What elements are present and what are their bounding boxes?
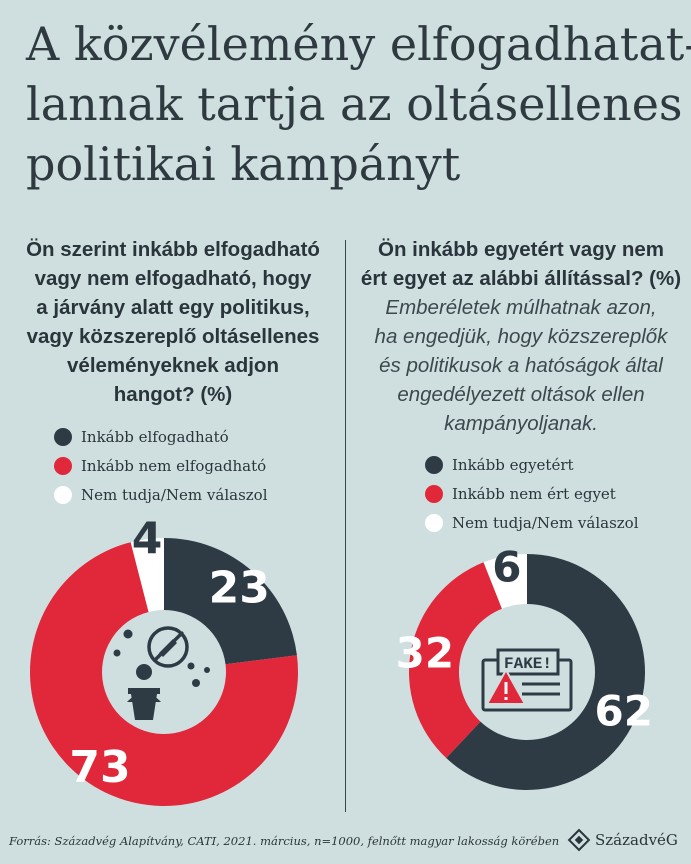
brand-logo: SzázadvéG <box>567 828 678 852</box>
legend-label: Inkább elfogadható <box>81 427 229 446</box>
data-label: 23 <box>209 562 270 613</box>
source-note: Forrás: Századvég Alapítvány, CATI, 2021… <box>9 834 559 848</box>
logo-icon <box>567 828 591 852</box>
question-line: Ön szerint inkább elfogadható <box>26 238 320 261</box>
statement-line: Emberéletek múlhatnak azon, <box>385 296 657 319</box>
legend-label: Inkább nem ért egyet <box>452 484 616 503</box>
legend-label: Inkább nem elfogadható <box>81 456 267 475</box>
question-line: véleményeknek adjon <box>67 354 279 377</box>
donut-slice <box>164 538 297 665</box>
data-label: 62 <box>594 686 652 735</box>
page-title: A közvélemény elfogadhatat- lannak tartj… <box>26 14 691 194</box>
legend-swatch <box>425 455 443 474</box>
statement-line: kampányoljanak. <box>444 412 598 435</box>
donut-slice <box>130 538 164 612</box>
statement-line: engedélyezett oltások ellen <box>397 383 645 406</box>
right-question: Ön inkább egyetért vagy nem ért egyet az… <box>352 235 690 438</box>
legend-swatch <box>425 484 443 503</box>
data-label: 6 <box>492 543 521 592</box>
title-line: lannak tartja az oltásellenes <box>26 77 683 131</box>
data-label: 73 <box>69 742 130 793</box>
legend-swatch <box>54 427 72 446</box>
statement-line: és politikusok a hatóságok által <box>379 354 663 377</box>
left-question: Ön szerint inkább elfogadható vagy nem e… <box>8 235 338 409</box>
question-line: vagy nem elfogadható, hogy <box>34 267 312 290</box>
donut-chart-2: 62 32 6 <box>396 543 653 790</box>
right-legend: Inkább egyetért Inkább nem ért egyet Nem… <box>425 450 639 537</box>
legend-item: Inkább egyetért <box>425 450 639 479</box>
legend-swatch <box>54 456 72 475</box>
legend-swatch <box>54 485 72 504</box>
fake-news-icon: FAKE! <box>481 648 573 712</box>
donut-slice <box>409 562 502 759</box>
donut-slice <box>483 554 527 609</box>
question-line: vagy közszereplő oltásellenes <box>26 325 320 348</box>
fake-label: FAKE! <box>504 655 552 673</box>
source-text: Századvég Alapítvány, CATI, 2021. márciu… <box>50 834 560 848</box>
logo-text: SzázadvéG <box>595 831 678 849</box>
legend-label: Nem tudja/Nem válaszol <box>81 485 268 504</box>
question-line: Ön inkább egyetért vagy nem <box>378 238 664 261</box>
data-label: 4 <box>132 513 163 564</box>
statement-line: ha engedjük, hogy közszereplők <box>374 325 668 348</box>
question-line: ért egyet az alábbi állítással? (%) <box>360 267 682 290</box>
legend-swatch <box>425 513 443 532</box>
title-line: A közvélemény elfogadhatat- <box>26 17 691 71</box>
legend-label: Nem tudja/Nem válaszol <box>452 513 639 532</box>
legend-label: Inkább egyetért <box>452 455 574 474</box>
data-label: 32 <box>396 629 454 678</box>
column-divider <box>345 240 346 812</box>
question-line: hangot? (%) <box>113 383 233 406</box>
legend-item: Inkább elfogadható <box>54 422 268 451</box>
donut-slice <box>446 554 646 790</box>
legend-item: Inkább nem elfogadható <box>54 451 268 480</box>
left-legend: Inkább elfogadható Inkább nem elfogadhat… <box>54 422 268 509</box>
title-line: politikai kampányt <box>26 137 461 191</box>
donut-slice <box>29 542 299 806</box>
legend-item: Nem tudja/Nem válaszol <box>425 508 639 537</box>
politician-antivax-icon <box>113 626 210 720</box>
source-label: Forrás: <box>9 834 51 848</box>
legend-item: Nem tudja/Nem válaszol <box>54 480 268 509</box>
legend-item: Inkább nem ért egyet <box>425 479 639 508</box>
donut-chart-1: 23 73 4 <box>29 513 299 806</box>
question-line: a járvány alatt egy politikus, <box>36 296 310 319</box>
